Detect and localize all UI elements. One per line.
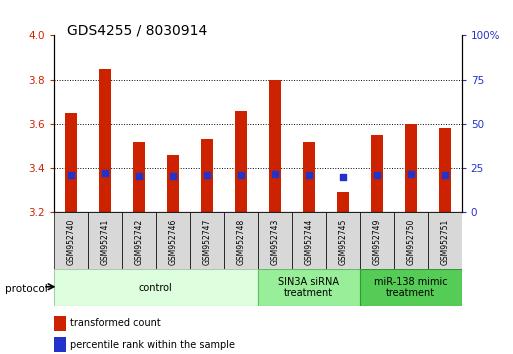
Text: miR-138 mimic
treatment: miR-138 mimic treatment (374, 277, 447, 298)
Point (339, 174, 347, 180)
Point (407, 171, 415, 177)
Text: GSM952745: GSM952745 (338, 218, 347, 265)
Bar (122, 212, 156, 271)
Point (236, 172, 245, 178)
Text: control: control (139, 282, 173, 293)
Bar (54, 212, 88, 271)
Text: transformed count: transformed count (70, 318, 161, 329)
Point (271, 171, 279, 177)
Text: protocol: protocol (5, 284, 48, 293)
Bar (371, 135, 383, 212)
Text: GDS4255 / 8030914: GDS4255 / 8030914 (67, 23, 207, 37)
Bar (258, 269, 360, 306)
Text: GSM952740: GSM952740 (66, 218, 75, 265)
Text: GSM952744: GSM952744 (304, 218, 313, 265)
Text: SIN3A siRNA
treatment: SIN3A siRNA treatment (278, 277, 339, 298)
Bar (428, 212, 462, 271)
Text: GSM952749: GSM952749 (372, 218, 381, 265)
Point (169, 173, 177, 179)
Bar (54, 269, 258, 306)
Bar (88, 212, 122, 271)
Text: GSM952748: GSM952748 (236, 218, 245, 265)
Point (67, 172, 75, 178)
Bar (393, 212, 428, 271)
Point (372, 172, 381, 178)
Text: GSM952747: GSM952747 (202, 218, 211, 265)
Bar (156, 212, 190, 271)
Point (101, 171, 109, 176)
Bar (99, 69, 111, 212)
Text: GSM952750: GSM952750 (406, 218, 415, 265)
Text: percentile rank within the sample: percentile rank within the sample (70, 339, 235, 350)
Bar (439, 128, 450, 212)
Bar (337, 193, 349, 212)
Bar (303, 142, 314, 212)
Text: GSM952751: GSM952751 (440, 218, 449, 265)
Text: GSM952746: GSM952746 (168, 218, 177, 265)
Point (441, 172, 449, 178)
Point (305, 172, 313, 178)
Bar (224, 212, 258, 271)
Bar (360, 269, 462, 306)
Bar (167, 155, 179, 212)
Bar (133, 142, 145, 212)
Bar (258, 212, 292, 271)
Bar (54, 337, 66, 352)
Text: GSM952741: GSM952741 (101, 218, 109, 265)
Bar (190, 212, 224, 271)
Bar (65, 113, 77, 212)
Point (135, 173, 143, 179)
Point (203, 172, 211, 178)
Text: GSM952743: GSM952743 (270, 218, 279, 265)
Bar (360, 212, 394, 271)
Bar (54, 316, 66, 331)
Bar (235, 110, 247, 212)
Bar (269, 80, 281, 212)
Bar (201, 139, 213, 212)
Bar (292, 212, 326, 271)
Text: GSM952742: GSM952742 (134, 218, 143, 265)
Bar (326, 212, 360, 271)
Bar (405, 124, 417, 212)
